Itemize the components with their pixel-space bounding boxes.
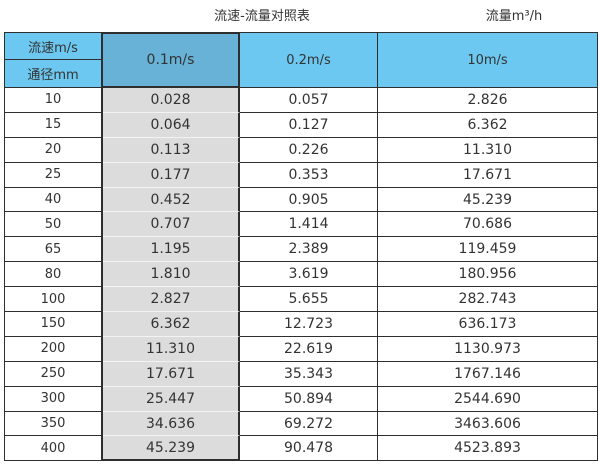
cell-flow-10ms: 6.362 bbox=[378, 112, 598, 138]
cell-flow-10ms: 2.826 bbox=[378, 88, 598, 113]
table-row: 10 0.028 0.057 2.826 bbox=[4, 88, 598, 113]
table-body: 10 0.028 0.057 2.826 15 0.064 0.127 6.362 20 0.11… bbox=[4, 88, 598, 462]
cell-flow-0p2ms: 69.272 bbox=[240, 411, 378, 437]
cell-flow-0p2ms: 0.353 bbox=[240, 162, 378, 188]
cell-flow-0p1ms: 2.827 bbox=[103, 287, 240, 313]
cell-diameter: 200 bbox=[4, 336, 103, 362]
cell-flow-0p2ms: 3.619 bbox=[240, 262, 378, 288]
cell-flow-0p1ms: 6.362 bbox=[103, 312, 240, 337]
cell-flow-10ms: 282.743 bbox=[378, 287, 598, 313]
cell-flow-0p1ms: 11.310 bbox=[103, 336, 240, 362]
col-header-10ms: 10m/s bbox=[378, 32, 598, 88]
table-row: 400 45.239 90.478 4523.893 bbox=[4, 436, 598, 462]
cell-flow-10ms: 180.956 bbox=[378, 262, 598, 288]
cell-flow-0p2ms: 35.343 bbox=[240, 361, 378, 387]
cell-flow-0p1ms: 1.810 bbox=[103, 262, 240, 288]
cell-flow-0p1ms: 1.195 bbox=[103, 237, 240, 263]
cell-flow-0p1ms: 34.636 bbox=[103, 411, 240, 437]
cell-flow-0p1ms: 17.671 bbox=[103, 361, 240, 387]
flow-unit-label: 流量m³/h bbox=[485, 9, 543, 24]
cell-flow-0p2ms: 0.226 bbox=[240, 137, 378, 163]
table-row: 350 34.636 69.272 3463.606 bbox=[4, 411, 598, 437]
cell-flow-10ms: 3463.606 bbox=[378, 411, 598, 437]
cell-flow-0p2ms: 90.478 bbox=[240, 436, 378, 462]
cell-flow-0p2ms: 0.057 bbox=[240, 88, 378, 113]
cell-diameter: 350 bbox=[4, 411, 103, 437]
table-row: 150 6.362 12.723 636.173 bbox=[4, 312, 598, 337]
table-header: 流速m/s 0.1m/s 0.2m/s 10m/s 通径mm bbox=[4, 32, 598, 88]
cell-diameter: 150 bbox=[4, 312, 103, 337]
cell-flow-0p2ms: 2.389 bbox=[240, 237, 378, 263]
cell-flow-0p1ms: 0.028 bbox=[103, 88, 240, 113]
cell-flow-0p2ms: 5.655 bbox=[240, 287, 378, 313]
col-header-0p1ms: 0.1m/s bbox=[103, 32, 240, 88]
table-row: 200 11.310 22.619 1130.973 bbox=[4, 336, 598, 362]
table-row: 300 25.447 50.894 2544.690 bbox=[4, 386, 598, 412]
cell-flow-0p1ms: 0.177 bbox=[103, 162, 240, 188]
cell-flow-0p2ms: 12.723 bbox=[240, 312, 378, 337]
cell-flow-10ms: 4523.893 bbox=[378, 436, 598, 462]
cell-diameter: 20 bbox=[4, 137, 103, 163]
table-row: 25 0.177 0.353 17.671 bbox=[4, 162, 598, 188]
table-row: 20 0.113 0.226 11.310 bbox=[4, 137, 598, 163]
flow-table: 流速m/s 0.1m/s 0.2m/s 10m/s 通径mm 10 0.028 0.… bbox=[4, 32, 598, 462]
cell-flow-0p1ms: 0.452 bbox=[103, 187, 240, 213]
cell-flow-10ms: 2544.690 bbox=[378, 386, 598, 412]
cell-flow-0p2ms: 22.619 bbox=[240, 336, 378, 362]
cell-flow-10ms: 636.173 bbox=[378, 312, 598, 337]
cell-flow-10ms: 11.310 bbox=[378, 137, 598, 163]
cell-flow-0p1ms: 0.707 bbox=[103, 212, 240, 238]
cell-diameter: 65 bbox=[4, 237, 103, 263]
cell-flow-10ms: 119.459 bbox=[378, 237, 598, 263]
corner-velocity-label: 流速m/s bbox=[4, 32, 103, 60]
cell-flow-0p1ms: 25.447 bbox=[103, 386, 240, 412]
corner-diameter-label: 通径mm bbox=[4, 60, 103, 88]
cell-flow-10ms: 1767.146 bbox=[378, 361, 598, 387]
cell-diameter: 400 bbox=[4, 436, 103, 462]
cell-flow-0p2ms: 0.905 bbox=[240, 187, 378, 213]
cell-flow-10ms: 1130.973 bbox=[378, 336, 598, 362]
cell-flow-0p1ms: 0.113 bbox=[103, 137, 240, 163]
cell-flow-0p1ms: 45.239 bbox=[103, 436, 240, 462]
table-row: 250 17.671 35.343 1767.146 bbox=[4, 361, 598, 387]
cell-diameter: 300 bbox=[4, 386, 103, 412]
table-row: 65 1.195 2.389 119.459 bbox=[4, 237, 598, 263]
cell-diameter: 250 bbox=[4, 361, 103, 387]
cell-diameter: 10 bbox=[4, 88, 103, 113]
col-header-0p2ms: 0.2m/s bbox=[240, 32, 378, 88]
table-row: 40 0.452 0.905 45.239 bbox=[4, 187, 598, 213]
cell-diameter: 40 bbox=[4, 187, 103, 213]
cell-diameter: 50 bbox=[4, 212, 103, 238]
cell-flow-0p2ms: 1.414 bbox=[240, 212, 378, 238]
cell-diameter: 15 bbox=[4, 112, 103, 138]
cell-flow-0p1ms: 0.064 bbox=[103, 112, 240, 138]
cell-flow-10ms: 45.239 bbox=[378, 187, 598, 213]
cell-flow-0p2ms: 0.127 bbox=[240, 112, 378, 138]
cell-flow-10ms: 17.671 bbox=[378, 162, 598, 188]
cell-diameter: 80 bbox=[4, 262, 103, 288]
table-row: 80 1.810 3.619 180.956 bbox=[4, 262, 598, 288]
cell-flow-10ms: 70.686 bbox=[378, 212, 598, 238]
cell-flow-0p2ms: 50.894 bbox=[240, 386, 378, 412]
cell-diameter: 25 bbox=[4, 162, 103, 188]
table-row: 50 0.707 1.414 70.686 bbox=[4, 212, 598, 238]
header-row-bottom: 通径mm bbox=[4, 60, 598, 88]
table-row: 15 0.064 0.127 6.362 bbox=[4, 112, 598, 138]
table-row: 100 2.827 5.655 282.743 bbox=[4, 287, 598, 313]
cell-diameter: 100 bbox=[4, 287, 103, 313]
header-row-top: 流速m/s 0.1m/s 0.2m/s 10m/s bbox=[4, 32, 598, 88]
table-title: 流速-流量对照表 bbox=[214, 9, 310, 24]
